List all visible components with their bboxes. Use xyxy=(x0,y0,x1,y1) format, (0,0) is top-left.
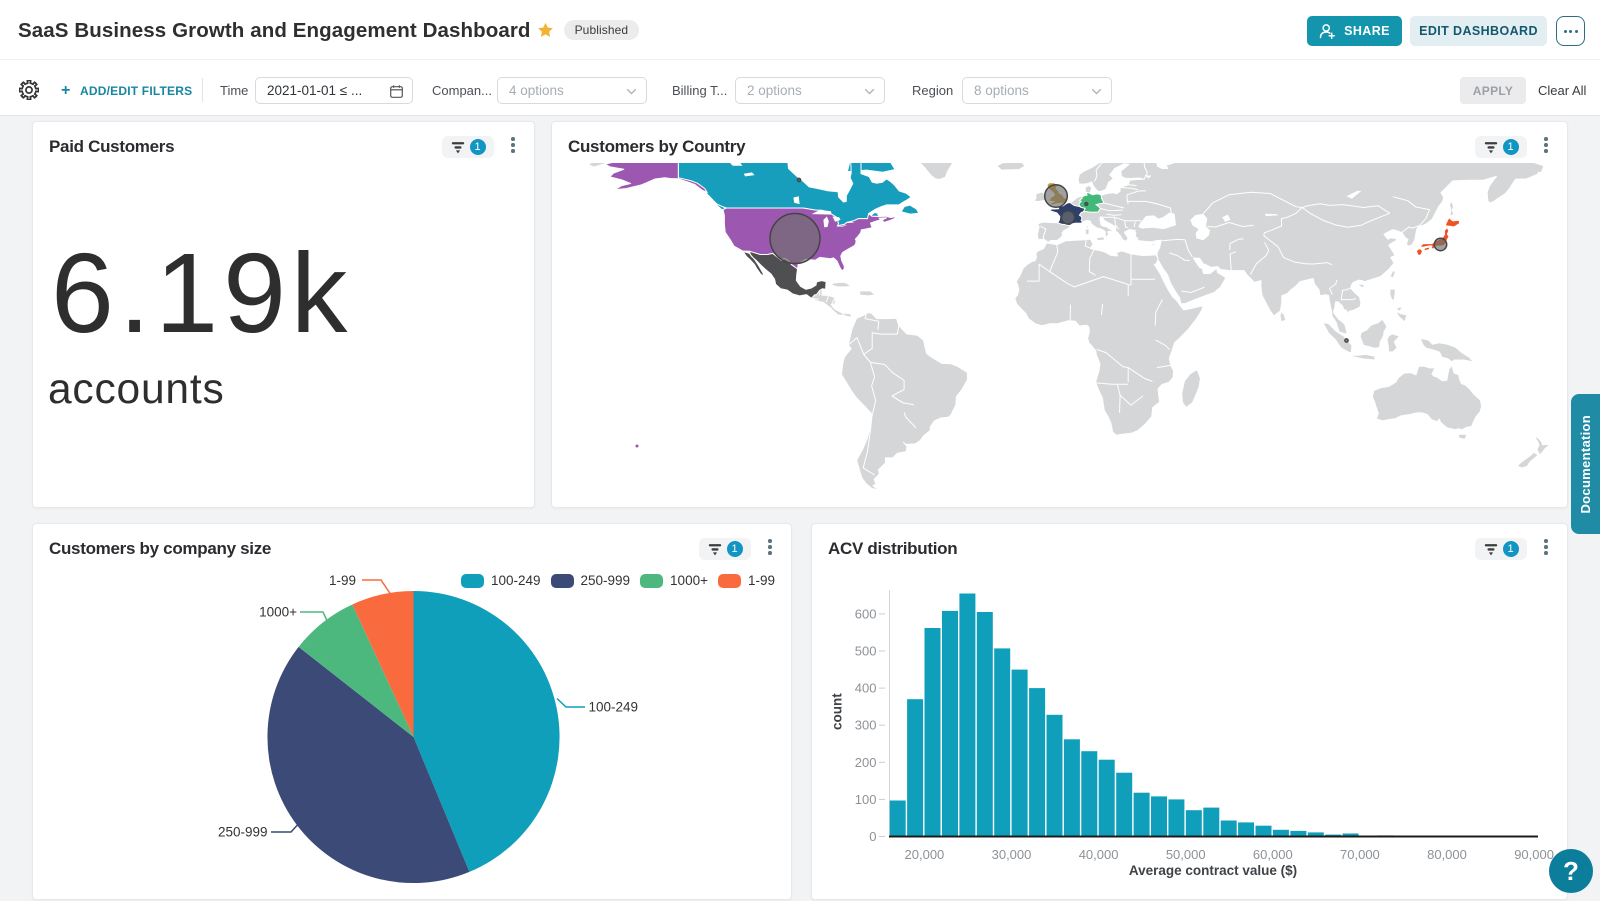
svg-text:30,000: 30,000 xyxy=(992,847,1032,862)
svg-text:100-249: 100-249 xyxy=(589,700,639,715)
svg-text:100: 100 xyxy=(855,792,877,807)
svg-text:1000+: 1000+ xyxy=(259,605,297,620)
svg-text:80,000: 80,000 xyxy=(1427,847,1467,862)
svg-text:0: 0 xyxy=(869,829,876,844)
svg-text:70,000: 70,000 xyxy=(1340,847,1380,862)
svg-text:600: 600 xyxy=(855,606,877,621)
svg-text:400: 400 xyxy=(855,681,877,696)
svg-text:300: 300 xyxy=(855,718,877,733)
svg-text:40,000: 40,000 xyxy=(1079,847,1119,862)
svg-text:Average contract value ($): Average contract value ($) xyxy=(1129,863,1297,878)
svg-text:500: 500 xyxy=(855,644,877,659)
svg-text:90,000: 90,000 xyxy=(1514,847,1554,862)
svg-text:250-999: 250-999 xyxy=(218,825,268,840)
svg-text:60,000: 60,000 xyxy=(1253,847,1293,862)
svg-text:50,000: 50,000 xyxy=(1166,847,1206,862)
svg-text:count: count xyxy=(830,693,845,730)
svg-text:200: 200 xyxy=(855,755,877,770)
svg-text:20,000: 20,000 xyxy=(905,847,945,862)
svg-text:1-99: 1-99 xyxy=(329,573,356,588)
